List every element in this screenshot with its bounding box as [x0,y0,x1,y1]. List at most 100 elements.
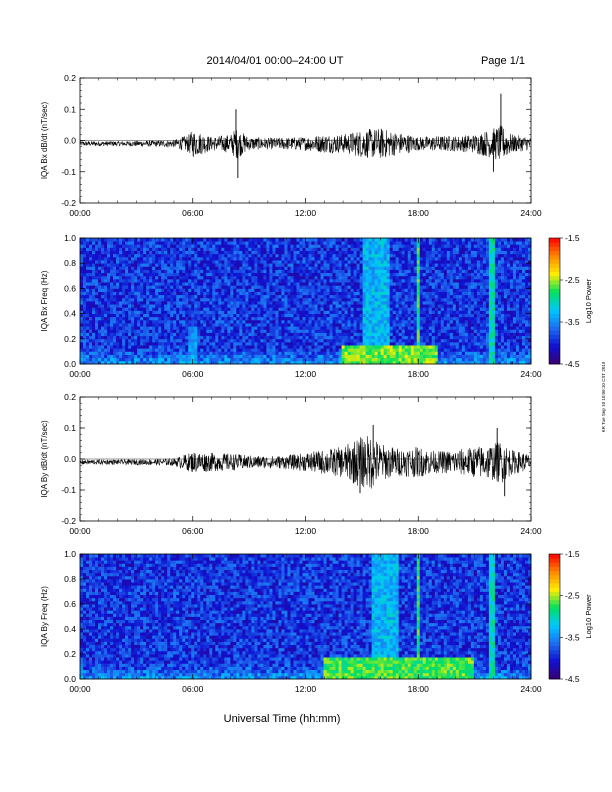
spectrogram-cell [125,244,129,248]
spectrogram-cell [347,278,351,283]
spectrogram-cell [365,307,370,311]
spectrogram-cell [326,304,330,308]
spectrogram-cell [95,260,99,264]
spectrogram-cell [341,285,345,289]
spectrogram-cell [83,357,87,362]
spectrogram-cell [353,285,358,289]
spectrogram-cell [407,310,412,314]
x-tick-label: 12:00 [295,208,317,218]
spectrogram-cell [347,348,351,352]
spectrogram-cell [206,338,210,343]
spectrogram-cell [227,357,231,362]
spectrogram-cell [227,256,231,261]
spectrogram-cell [215,244,219,248]
spectrogram-cell [86,256,90,261]
spectrogram-cell [275,241,279,245]
spectrogram-cell [368,247,373,251]
spectrogram-cell [338,247,342,251]
spectrogram-cell [161,304,165,308]
spectrogram-cell [254,288,258,292]
spectrogram-cell [152,338,156,343]
spectrogram-cell [440,291,445,296]
spectrogram-cell [230,238,234,242]
spectrogram-cell [245,341,249,346]
spectrogram-cell [380,275,385,280]
spectrogram-cell [137,335,141,340]
spectrogram-cell [308,319,312,324]
spectrogram-cell [173,319,177,324]
spectrogram-cell [179,266,183,270]
spectrogram-cell [335,238,339,242]
spectrogram-cell [404,297,409,302]
spectrogram-cell [212,341,216,346]
spectrogram-cell [284,319,288,324]
spectrogram-cell [170,323,174,327]
spectrogram-cell [173,360,177,365]
spectrogram-cell [392,319,397,324]
spectrogram-cell [290,341,294,346]
spectrogram-cell [419,335,424,340]
spectrogram-cell [278,304,282,308]
spectrogram-cell [368,329,373,333]
spectrogram-cell [125,313,129,318]
spectrogram-cell [434,316,439,321]
spectrogram-cell [116,288,120,292]
spectrogram-cell [131,348,135,352]
spectrogram-cell [227,329,231,333]
spectrogram-cell [419,297,424,302]
spectrogram-cell [269,275,273,280]
spectrogram-cell [290,329,294,333]
spectrogram-cell [347,316,351,321]
spectrogram-cell [179,310,183,314]
spectrogram-cell [284,256,288,261]
spectrogram-cell [200,266,204,270]
spectrogram-cell [239,326,243,330]
spectrogram-cell [146,332,150,337]
spectrogram-cell [395,278,400,283]
spectrogram-cell [281,354,285,359]
spectrogram-cell [242,244,246,248]
spectrogram-cell [419,307,424,311]
spectrogram-cell [311,253,315,258]
spectrogram-cell [80,316,84,321]
spectrogram-cell [164,304,168,308]
spectrogram-cell [254,272,258,277]
spectrogram-cell [224,238,228,242]
spectrogram-cell [287,335,291,340]
spectrogram-cell [110,291,114,296]
spectrogram-cell [110,238,114,242]
spectrogram-cell [182,247,186,251]
spectrogram-cell [272,244,276,248]
spectrogram-cell [374,329,379,333]
spectrogram-cell [278,338,282,343]
spectrogram-cell [212,250,216,255]
spectrogram-cell [80,319,84,324]
spectrogram-cell [401,304,406,308]
spectrogram-cell [179,282,183,286]
spectrogram-cell [155,307,159,311]
spectrogram-cell [143,345,147,349]
spectrogram-cell [248,323,252,327]
spectrogram-cell [440,244,445,248]
spectrogram-cell [164,282,168,286]
spectrogram-cell [356,247,361,251]
spectrogram-cell [230,301,234,305]
spectrogram-cell [116,319,120,324]
spectrogram-cell [245,332,249,337]
spectrogram-cell [365,285,370,289]
spectrogram-cell [113,282,117,286]
spectrogram-cell [227,326,231,330]
spectrogram-cell [89,285,93,289]
spectrogram-cell [299,310,303,314]
spectrogram-cell [98,301,102,305]
spectrogram-cell [347,285,351,289]
spectrogram-cell [152,345,156,349]
spectrogram-cell [410,297,415,302]
spectrogram-cell [257,335,261,340]
spectrogram-cell [317,335,321,340]
spectrogram-cell [188,351,192,355]
spectrogram-cell [422,345,427,349]
spectrogram-cell [125,294,129,299]
spectrogram-cell [383,341,388,346]
spectrogram-cell [380,354,385,359]
